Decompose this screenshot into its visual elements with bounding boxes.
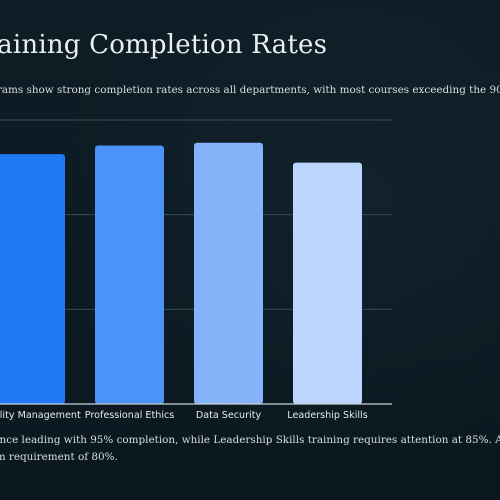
chart-footnote: Compliance leading with 95% completion, … — [0, 432, 500, 466]
x-tick-label: Quality Management — [0, 410, 81, 421]
bar-chart: Quality Management Professional Ethics Dat… — [0, 119, 392, 421]
footnote-line-1: Compliance leading with 95% completion, … — [0, 434, 500, 446]
x-tick-labels: Quality Management Professional Ethics Dat… — [0, 410, 368, 421]
bar-leadership-skills — [293, 162, 362, 404]
x-tick-label: Data Security — [196, 410, 262, 421]
footnote-line-2: minimum requirement of 80%. — [0, 451, 118, 463]
bars — [0, 142, 362, 404]
x-tick-label: Leadership Skills — [287, 410, 367, 421]
bar-professional-ethics — [95, 145, 164, 404]
bar-data-security — [194, 142, 263, 404]
bar-quality-management — [0, 154, 65, 404]
chart-subtitle: Programs show strong completion rates ac… — [0, 84, 500, 96]
chart-title: Training Completion Rates — [0, 30, 328, 60]
x-tick-label: Professional Ethics — [85, 410, 175, 421]
